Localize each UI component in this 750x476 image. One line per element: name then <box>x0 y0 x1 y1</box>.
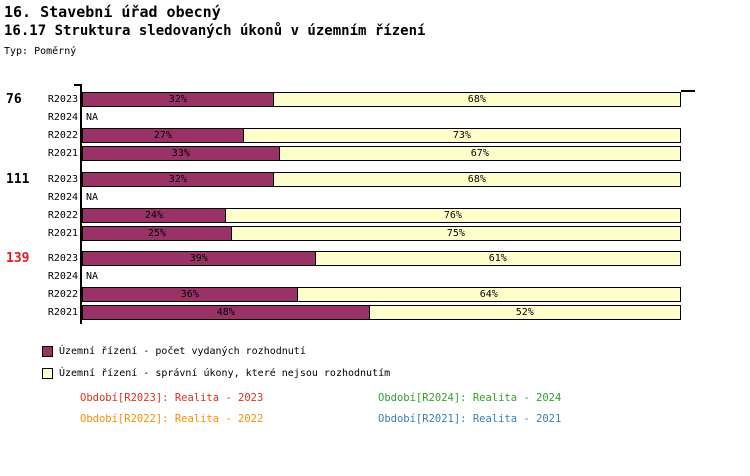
row-label: R2022 <box>47 289 78 300</box>
segment-value-label: 24% <box>144 210 163 221</box>
bar-row: 39% 61% <box>82 251 681 266</box>
axis-tick-top-right <box>681 90 695 92</box>
segment-value-label: 33% <box>171 148 190 159</box>
legend-label: Územní řízení - správní úkony, které nej… <box>59 367 391 379</box>
na-value: NA <box>86 271 99 282</box>
bar-segment-other-acts: 76% <box>225 208 681 223</box>
bar-segment-decisions: 25% <box>82 226 232 241</box>
bar-segment-decisions: 27% <box>82 128 244 143</box>
segment-value-label: 52% <box>515 307 534 318</box>
bar-segment-decisions: 33% <box>82 146 280 161</box>
segment-value-label: 67% <box>470 148 489 159</box>
y-axis-line <box>80 84 82 324</box>
row-label: R2021 <box>47 228 78 239</box>
na-value: NA <box>86 192 99 203</box>
row-label: R2022 <box>47 210 78 221</box>
segment-value-label: 73% <box>452 130 471 141</box>
footer-note: Období[R2024]: Realita - 2024 <box>378 392 562 404</box>
legend-item: Územní řízení - počet vydaných rozhodnut… <box>42 344 390 358</box>
bar-segment-decisions: 32% <box>82 92 274 107</box>
segment-value-label: 39% <box>189 253 208 264</box>
legend-swatch <box>42 367 53 379</box>
row-label: R2023 <box>47 253 78 264</box>
segment-value-label: 75% <box>446 228 465 239</box>
row-label: R2024 <box>47 112 78 123</box>
row-label: R2022 <box>47 130 78 141</box>
segment-value-label: 68% <box>467 94 486 105</box>
group-total-label: 111 <box>6 172 30 187</box>
row-label: R2023 <box>47 174 78 185</box>
chart-type-label: Typ: Poměrný <box>4 46 77 57</box>
bar-segment-decisions: 39% <box>82 251 316 266</box>
bar-row: 32% 68% <box>82 92 681 107</box>
segment-value-label: 61% <box>488 253 507 264</box>
segment-value-label: 68% <box>467 174 486 185</box>
row-label: R2024 <box>47 192 78 203</box>
legend-label: Územní řízení - počet vydaných rozhodnut… <box>59 345 306 357</box>
bar-segment-other-acts: 67% <box>279 146 681 161</box>
row-label: R2024 <box>47 271 78 282</box>
segment-value-label: 32% <box>168 174 187 185</box>
bar-row: 33% 67% <box>82 146 681 161</box>
bar-row: 36% 64% <box>82 287 681 302</box>
bar-segment-other-acts: 52% <box>369 305 681 320</box>
segment-value-label: 76% <box>443 210 462 221</box>
bar-segment-other-acts: 64% <box>297 287 681 302</box>
axis-tick-top-left <box>74 84 81 86</box>
segment-value-label: 32% <box>168 94 187 105</box>
row-label: R2023 <box>47 94 78 105</box>
row-label: R2021 <box>47 307 78 318</box>
segment-value-label: 48% <box>216 307 235 318</box>
footer-note: Období[R2023]: Realita - 2023 <box>80 392 264 404</box>
bar-segment-other-acts: 75% <box>231 226 681 241</box>
segment-value-label: 36% <box>180 289 199 300</box>
bar-segment-decisions: 32% <box>82 172 274 187</box>
bar-segment-other-acts: 61% <box>315 251 681 266</box>
segment-value-label: 64% <box>479 289 498 300</box>
bar-segment-other-acts: 68% <box>273 92 681 107</box>
group-total-label: 76 <box>6 92 22 107</box>
bar-segment-decisions: 48% <box>82 305 370 320</box>
chart: 76 R2023 32% 68% R2024 NA R2022 27% 73% R2021 33% 6… <box>0 84 750 334</box>
bar-segment-other-acts: 68% <box>273 172 681 187</box>
legend: Územní řízení - počet vydaných rozhodnut… <box>42 344 390 388</box>
bar-row: 27% 73% <box>82 128 681 143</box>
bar-segment-other-acts: 73% <box>243 128 681 143</box>
bar-row: 25% 75% <box>82 226 681 241</box>
legend-item: Územní řízení - správní úkony, které nej… <box>42 366 390 380</box>
segment-value-label: 27% <box>153 130 172 141</box>
page-title: 16. Stavební úřad obecný <box>4 3 221 21</box>
bar-row: 24% 76% <box>82 208 681 223</box>
bar-row: 32% 68% <box>82 172 681 187</box>
footer-note: Období[R2021]: Realita - 2021 <box>378 413 562 425</box>
legend-swatch <box>42 345 53 357</box>
footer-note: Období[R2022]: Realita - 2022 <box>80 413 264 425</box>
page-subtitle: 16.17 Struktura sledovaných úkonů v územ… <box>4 23 426 39</box>
bar-segment-decisions: 24% <box>82 208 226 223</box>
segment-value-label: 25% <box>147 228 166 239</box>
group-total-label: 139 <box>6 251 30 266</box>
na-value: NA <box>86 112 99 123</box>
bar-segment-decisions: 36% <box>82 287 298 302</box>
bar-row: 48% 52% <box>82 305 681 320</box>
row-label: R2021 <box>47 148 78 159</box>
